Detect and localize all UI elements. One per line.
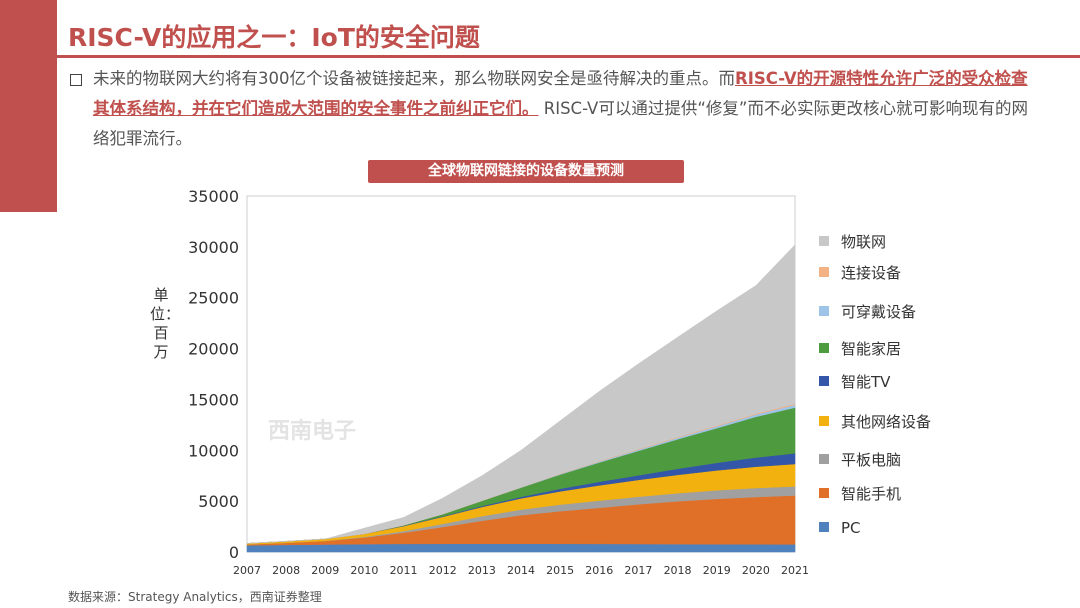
x-tick-label: 2017: [624, 564, 652, 577]
legend-label: 可穿戴设备: [841, 303, 916, 321]
x-tick-label: 2009: [311, 564, 339, 577]
paragraph-text-2: RISC-V可以通过提供“修复”而不必实际更改核心就可影响现有的网络犯罪流行。: [93, 99, 1028, 148]
x-tick-label: 2008: [272, 564, 300, 577]
y-tick-label: 0: [229, 543, 239, 562]
legend-label: 连接设备: [841, 264, 901, 282]
legend-label: 智能手机: [841, 485, 901, 503]
x-tick-label: 2019: [703, 564, 731, 577]
x-tick-label: 2011: [390, 564, 418, 577]
left-accent-bar: [0, 0, 57, 212]
bullet-square-icon: [70, 74, 82, 86]
legend-swatch: [819, 236, 829, 246]
x-tick-label: 2014: [507, 564, 535, 577]
y-tick-label: 5000: [198, 492, 239, 511]
y-tick-label: 25000: [188, 289, 239, 308]
legend-swatch: [819, 267, 829, 277]
legend-swatch: [819, 416, 829, 426]
legend-swatch: [819, 522, 829, 532]
paragraph-highlight: RISC-V的开源特性允许广泛的受众检查其体系结构，并在它们造成大范围的安全事件…: [93, 69, 1028, 118]
intro-paragraph: 未来的物联网大约将有300亿个设备被链接起来，那么物联网安全是亟待解决的重点。而…: [93, 64, 1043, 154]
x-tick-label: 2010: [350, 564, 378, 577]
chart-title: 全球物联网链接的设备数量预测: [368, 160, 684, 183]
x-tick-label: 2021: [781, 564, 809, 577]
legend-label: 平板电脑: [841, 451, 901, 469]
legend-swatch: [819, 488, 829, 498]
title-underline: [57, 55, 1080, 58]
y-tick-label: 10000: [188, 441, 239, 460]
y-tick-label: 15000: [188, 390, 239, 409]
x-tick-label: 2018: [664, 564, 692, 577]
area-series: [246, 244, 796, 544]
area-series: [246, 543, 796, 553]
watermark-text: 西南电子: [268, 419, 356, 444]
legend-label: 其他网络设备: [841, 413, 931, 431]
x-tick-label: 2013: [468, 564, 496, 577]
legend-label: PC: [841, 519, 861, 537]
legend-label: 智能家居: [841, 340, 901, 358]
y-tick-label: 30000: [188, 238, 239, 257]
legend-label: 物联网: [841, 233, 886, 251]
slide-title: RISC-V的应用之一：IoT的安全问题: [68, 23, 480, 52]
legend-swatch: [819, 343, 829, 353]
y-tick-label: 20000: [188, 340, 239, 359]
x-tick-label: 2015: [546, 564, 574, 577]
y-tick-label: 35000: [188, 187, 239, 206]
legend-swatch: [819, 454, 829, 464]
legend-swatch: [819, 306, 829, 316]
source-note: 数据来源：Strategy Analytics，西南证券整理: [68, 590, 322, 604]
x-tick-label: 2012: [429, 564, 457, 577]
paragraph-text-1: 未来的物联网大约将有300亿个设备被链接起来，那么物联网安全是亟待解决的重点。而: [93, 69, 735, 88]
legend-swatch: [819, 376, 829, 386]
x-tick-label: 2020: [742, 564, 770, 577]
x-tick-label: 2016: [585, 564, 613, 577]
x-tick-label: 2007: [233, 564, 261, 577]
legend-label: 智能TV: [841, 373, 891, 391]
